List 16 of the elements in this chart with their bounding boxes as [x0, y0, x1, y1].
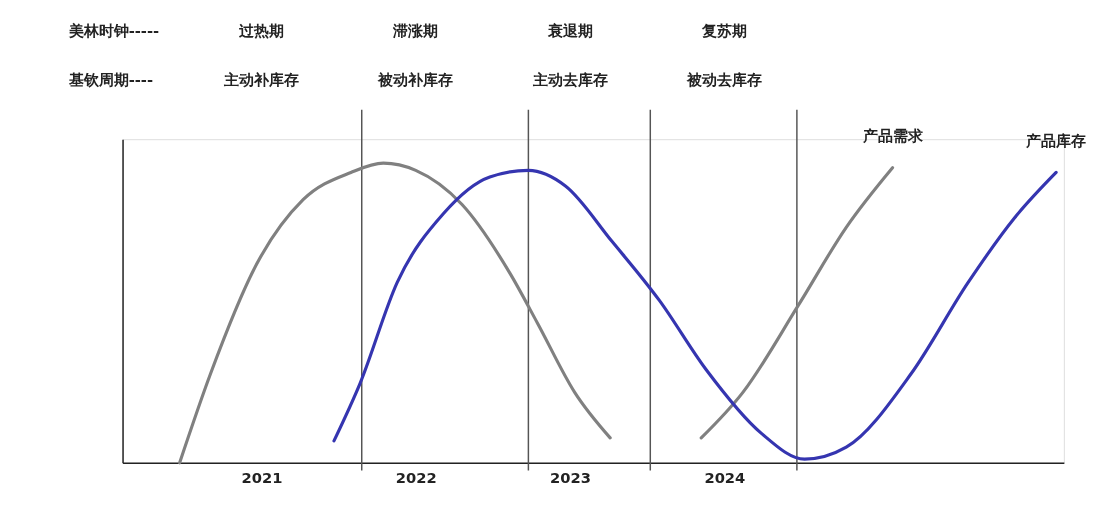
- text: 复苏期: [700, 22, 747, 40]
- text: 美林时钟-----: [67, 22, 160, 40]
- text: 主动补库存: [222, 71, 299, 89]
- text: 产品库存: [1025, 131, 1087, 149]
- text: 过热期: [237, 22, 284, 40]
- text: 被动补库存: [377, 71, 454, 89]
- text: 滞涨期: [392, 22, 439, 40]
- x-tick-label: 2022: [395, 468, 437, 486]
- text: 被动去库存: [685, 71, 762, 89]
- x-tick-label: 2021: [241, 468, 283, 486]
- text: 产品需求: [861, 127, 924, 145]
- text: 衰退期: [546, 22, 593, 40]
- x-tick-label: 2024: [704, 468, 746, 486]
- x-tick-label: 2023: [550, 468, 591, 486]
- text: 基钦周期----: [67, 71, 154, 89]
- text: 主动去库存: [531, 71, 608, 89]
